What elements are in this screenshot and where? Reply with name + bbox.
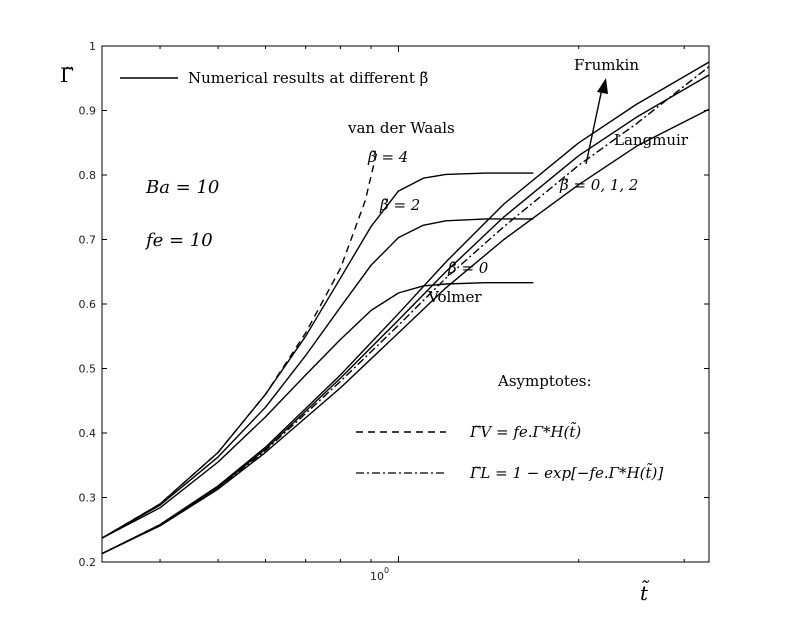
annotation-beta0: β̃ = 0 — [447, 259, 489, 277]
y-tick-label: 0.8 — [79, 169, 97, 182]
asymptote-dashdot-label: Γ̃L = 1 − exp[−fe.Γ*H(t̃)] — [469, 463, 663, 482]
annotation-fe: fe = 10 — [144, 230, 213, 251]
x-tick-label-base: 10 — [370, 570, 384, 583]
annotation-beta2: β̃ = 2 — [379, 196, 420, 214]
annotation-langmuir: Langmuir — [614, 131, 689, 149]
annotation-van-der-waals: van der Waals — [347, 119, 455, 137]
series-layer — [101, 61, 710, 555]
beta-arrow-head — [597, 78, 608, 94]
y-tick-label: 0.5 — [79, 363, 97, 376]
y-tick-label: 0.2 — [79, 556, 97, 569]
y-tick-label: 0.9 — [79, 105, 97, 118]
y-axis-ticks: 0.2 0.3 0.4 0.5 0.6 0.7 0.8 0.9 1 — [79, 40, 709, 569]
annotation-beta-list: β̃ = 0, 1, 2 — [559, 176, 638, 194]
annotation-beta4: β̃ = 4 — [367, 148, 408, 166]
asymptote-dashed-label: Γ̃V = fe.Γ*H(t̃) — [469, 422, 581, 441]
asymptotes-title: Asymptotes: — [497, 372, 592, 390]
series-line-0 — [101, 172, 534, 539]
y-tick-label: 1 — [89, 40, 96, 53]
series-line-7 — [101, 66, 710, 555]
annotation-ba: Ba = 10 — [145, 177, 219, 198]
series-line-2 — [101, 282, 534, 539]
y-axis-label: Γ̃ — [60, 63, 74, 87]
series-line-3 — [101, 152, 378, 539]
y-tick-label: 0.7 — [79, 234, 97, 247]
series-line-6 — [101, 108, 710, 555]
x-axis-ticks — [159, 46, 685, 562]
x-tick-label-exponent: 0 — [384, 566, 389, 575]
y-tick-label: 0.6 — [79, 298, 97, 311]
series-line-5 — [101, 74, 710, 555]
annotation-volmer: Volmer — [427, 288, 482, 306]
y-tick-label: 0.3 — [79, 492, 97, 505]
y-tick-label: 0.4 — [79, 427, 97, 440]
x-axis-label: t̃ — [640, 579, 650, 605]
series-line-4 — [101, 61, 710, 555]
series-line-1 — [101, 218, 534, 539]
legend-solid-label: Numerical results at different β̃ — [188, 69, 428, 87]
annotation-frumkin: Frumkin — [574, 56, 639, 74]
beta-arrow-line — [585, 83, 604, 165]
